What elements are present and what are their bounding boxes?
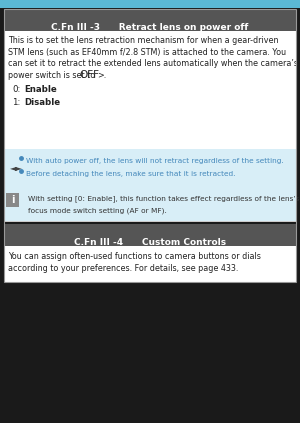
Text: Disable: Disable bbox=[24, 98, 60, 107]
Bar bbox=[4, 9, 296, 31]
Text: 0:: 0: bbox=[12, 85, 20, 94]
Bar bbox=[4, 9, 296, 282]
Bar bbox=[4, 221, 296, 222]
Bar bbox=[4, 31, 296, 149]
Text: can set it to retract the extended lens automatically when the camera’s: can set it to retract the extended lens … bbox=[8, 59, 298, 68]
Text: You can assign often-used functions to camera buttons or dials: You can assign often-used functions to c… bbox=[8, 252, 261, 261]
Bar bbox=[4, 187, 296, 221]
Text: With setting [0: Enable], this function takes effect regardless of the lens’s: With setting [0: Enable], this function … bbox=[28, 195, 299, 202]
Bar bbox=[4, 224, 296, 246]
Text: power switch is set to: power switch is set to bbox=[8, 71, 98, 80]
Text: 1:: 1: bbox=[12, 98, 20, 107]
Text: This is to set the lens retraction mechanism for when a gear-driven: This is to set the lens retraction mecha… bbox=[8, 36, 278, 45]
Text: ◄►: ◄► bbox=[10, 164, 22, 173]
Bar bbox=[4, 149, 296, 187]
Text: With auto power off, the lens will not retract regardless of the setting.: With auto power off, the lens will not r… bbox=[26, 158, 284, 164]
Text: OFF: OFF bbox=[79, 69, 99, 80]
Text: focus mode switch setting (AF or MF).: focus mode switch setting (AF or MF). bbox=[28, 207, 167, 214]
Bar bbox=[0, 0, 300, 8]
Text: according to your preferences. For details, see page 433.: according to your preferences. For detai… bbox=[8, 264, 238, 273]
Bar bbox=[4, 246, 296, 282]
Text: STM lens (such as EF40mm f/2.8 STM) is attached to the camera. You: STM lens (such as EF40mm f/2.8 STM) is a… bbox=[8, 47, 286, 57]
Text: C.Fn III -3      Retract lens on power off: C.Fn III -3 Retract lens on power off bbox=[51, 23, 249, 32]
Text: Enable: Enable bbox=[24, 85, 57, 94]
Text: i: i bbox=[11, 195, 14, 205]
Bar bbox=[6, 193, 19, 207]
Text: Before detaching the lens, make sure that it is retracted.: Before detaching the lens, make sure tha… bbox=[26, 171, 236, 177]
Text: C.Fn III -4      Custom Controls: C.Fn III -4 Custom Controls bbox=[74, 238, 226, 247]
Text: >.: >. bbox=[97, 71, 106, 80]
